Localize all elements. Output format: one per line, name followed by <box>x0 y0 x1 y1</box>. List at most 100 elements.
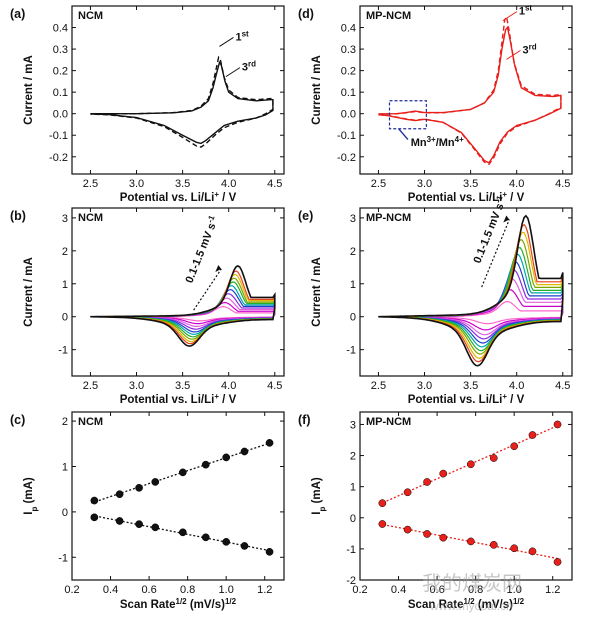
panel-title: NCM <box>78 10 103 22</box>
x-tick-label: 0.8 <box>468 584 483 596</box>
x-tick-label: 0.4 <box>103 584 118 596</box>
x-tick-label: 3.5 <box>175 178 190 190</box>
x-axis-label: Potential vs. Li/Li+ / V <box>120 392 237 407</box>
panel-title: NCM <box>78 416 103 428</box>
y-tick-label: -2 <box>346 575 356 587</box>
y-axis-label-group: Current / mA <box>23 257 35 327</box>
annotation-1st-part: st <box>525 3 532 12</box>
x-axis-label: Potential vs. Li/Li+ / V <box>408 190 525 205</box>
annotation-arrow <box>225 67 241 78</box>
y-tick-label: 0.2 <box>341 66 356 78</box>
y-tick-label: 3 <box>350 419 356 431</box>
data-point-cathodic <box>90 513 99 522</box>
panel-title: MP-NCM <box>366 416 411 428</box>
rate-arrow <box>481 219 510 288</box>
annotation-mn-couple-part: 4+ <box>455 135 464 144</box>
y-tick-label: 0 <box>62 312 68 324</box>
y-axis-label-group: Ip (mA) <box>23 477 39 515</box>
x-axis-label-part: 1/2 <box>464 597 476 606</box>
rate-label-group: 0.1-1.5 mV s-1 <box>183 213 218 285</box>
data-point-cathodic <box>489 540 498 549</box>
panel-d: 2.5 3.0 3.5 4.0 4.5 -0.2 -0.1 0.0 0.1 0.2 0.3 0.4 (d… <box>298 3 573 205</box>
annotation-arrow <box>219 37 234 47</box>
panel-label: (d) <box>298 7 314 21</box>
data-point-anodic <box>178 468 187 477</box>
data-point-cathodic <box>466 537 475 546</box>
data-point-cathodic <box>265 547 274 556</box>
y-tick-label: -0.2 <box>337 152 356 164</box>
y-tick-label: -1 <box>346 544 356 556</box>
y-tick-label: 0.4 <box>53 23 68 35</box>
x-tick-label: 4.5 <box>555 178 570 190</box>
x-tick-label: 3.0 <box>129 178 144 190</box>
data-point-anodic <box>201 460 210 469</box>
data-layer <box>90 439 274 556</box>
x-axis-label-part: Scan Rate <box>408 599 464 611</box>
data-point-anodic <box>423 478 431 486</box>
data-point-cathodic <box>201 533 210 542</box>
x-axis-label: Potential vs. Li/Li+ / V <box>408 392 525 407</box>
data-point-cathodic <box>378 520 387 528</box>
x-tick-label: 1.2 <box>545 584 560 596</box>
annotation-1st-part: 1 <box>519 6 525 18</box>
y-tick-label: 2 <box>62 246 68 258</box>
y-axis-label-group: Current / mA <box>311 257 323 327</box>
rate-label-group: 0.1-1.5 mV s-1 <box>471 194 506 266</box>
x-tick-label: 3.0 <box>417 380 432 392</box>
annotation-mn-couple: Mn3+/Mn4+ <box>411 135 464 150</box>
x-axis-label-part: Potential vs. Li/Li <box>120 394 215 406</box>
y-tick-label: -1 <box>58 552 68 564</box>
data-point-anodic <box>222 453 231 462</box>
x-tick-label: 0.2 <box>64 584 79 596</box>
data-point-anodic <box>439 469 448 478</box>
x-axis-label-part: + <box>214 392 219 401</box>
y-tick-label: 3 <box>350 213 356 225</box>
rate-label-part: -1 <box>493 194 504 204</box>
x-axis-label-part: / V <box>507 394 525 406</box>
annotation-1st: 1st <box>235 29 249 44</box>
x-tick-label: 3.0 <box>129 380 144 392</box>
panel-a: 2.5 3.0 3.5 4.0 4.5 -0.2 -0.1 0.0 0.1 0.2 0.3 0.4 (a… <box>10 5 285 204</box>
cv-curve-1.5-mVs <box>90 264 276 347</box>
watermark-text: 我的煤炭网 <box>422 572 522 595</box>
panel-label: (e) <box>298 209 313 223</box>
rate-label-part: -1 <box>205 213 216 223</box>
annotation-arrow <box>502 11 518 22</box>
x-axis-label-part: / V <box>507 192 525 204</box>
data-point-cathodic <box>510 544 519 553</box>
data-point-cathodic <box>553 558 562 566</box>
x-tick-label: 0.8 <box>180 584 195 596</box>
x-tick-label: 4.0 <box>509 178 524 190</box>
y-axis-label-part: (mA) <box>311 477 323 507</box>
y-axis-label: Ip (mA) <box>311 477 327 515</box>
x-tick-label: 2.5 <box>371 380 386 392</box>
cv-curve-3rd <box>90 60 274 145</box>
y-tick-label: 0 <box>62 507 68 519</box>
x-axis-label-part: + <box>502 392 507 401</box>
rate-label-part: 0.1-1.5 mV s <box>471 202 506 265</box>
x-tick-label: 4.5 <box>555 380 570 392</box>
data-point-cathodic <box>240 542 249 550</box>
data-point-cathodic <box>178 528 187 537</box>
data-point-anodic <box>240 447 249 456</box>
x-tick-label: 3.5 <box>175 380 190 392</box>
y-axis-label-part: p <box>318 507 327 512</box>
annotation-mn-couple-part: Mn <box>411 137 427 149</box>
plot-frame <box>71 5 285 175</box>
y-tick-label: 2 <box>350 246 356 258</box>
cv-curve-3rd <box>378 25 562 164</box>
y-axis-label-part: (mA) <box>23 477 35 507</box>
annotation-3rd-part: 3 <box>242 62 248 74</box>
panel-label: (a) <box>10 7 25 21</box>
y-tick-label: 0.3 <box>53 44 68 56</box>
data-point-anodic <box>378 499 387 508</box>
x-axis-label-part: + <box>502 190 507 199</box>
y-axis-label: Current / mA <box>311 55 323 125</box>
x-tick-label: 1.2 <box>257 584 272 596</box>
x-axis-label-part: (mV/s) <box>475 599 514 611</box>
mn-region-box <box>388 100 427 130</box>
data-point-cathodic <box>439 533 448 542</box>
y-tick-label: 0.4 <box>341 23 356 35</box>
x-tick-label: 1.0 <box>507 584 522 596</box>
data-layer <box>90 264 276 347</box>
